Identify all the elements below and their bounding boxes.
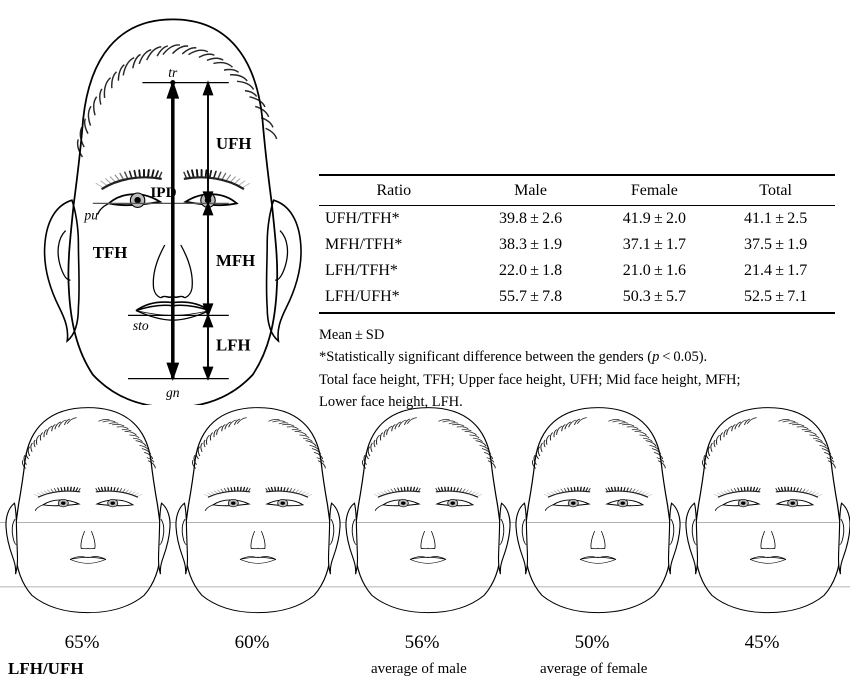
svg-text:gn: gn [166,385,180,400]
svg-text:average of female: average of female [540,661,648,677]
svg-text:UFH: UFH [216,134,251,153]
svg-text:60%: 60% [235,632,270,653]
svg-text:TFH: TFH [93,243,128,262]
svg-text:50%: 50% [575,632,610,653]
svg-text:65%: 65% [65,632,100,653]
svg-text:pu: pu [83,207,98,222]
svg-text:LFH: LFH [216,336,251,355]
svg-text:average of male: average of male [371,661,467,677]
svg-text:MFH: MFH [216,251,255,270]
svg-text:LFH/UFH: LFH/UFH [8,659,84,678]
svg-text:tr: tr [168,65,178,80]
svg-text:56%: 56% [405,632,440,653]
svg-text:sto: sto [133,318,149,333]
svg-text:IPD: IPD [150,184,176,201]
svg-text:45%: 45% [745,632,780,653]
